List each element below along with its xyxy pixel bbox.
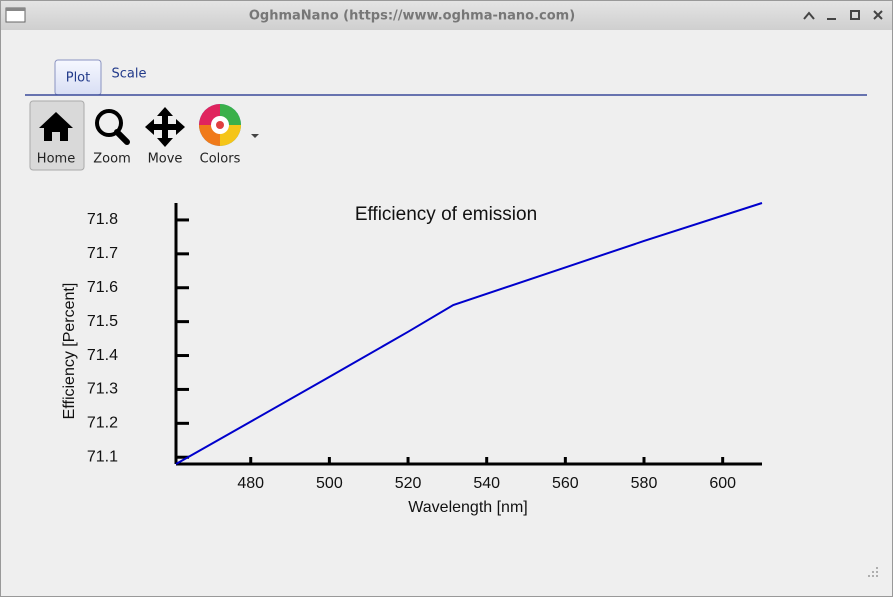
window-icon-bar [6, 8, 25, 11]
x-tick-label: 560 [552, 475, 579, 492]
toolbar-label[interactable]: Zoom [93, 152, 130, 167]
x-tick-label: 580 [631, 475, 658, 492]
home-icon [39, 112, 73, 141]
x-tick-label: 480 [237, 475, 264, 492]
btn-close[interactable] [873, 10, 883, 20]
y-tick-label: 71.7 [87, 245, 118, 262]
y-tick-label: 71.6 [87, 279, 118, 296]
btn-minimize[interactable] [827, 18, 836, 20]
zoom-icon-handle [114, 129, 130, 145]
tab-label[interactable]: Plot [66, 71, 91, 86]
zoom-icon [95, 109, 123, 137]
toolbar-label[interactable]: Home [37, 152, 75, 167]
y-tick-label: 71.5 [87, 313, 118, 330]
y-tick-label: 71.4 [87, 347, 118, 364]
window-title: OghmaNano (https://www.oghma-nano.com) [249, 9, 575, 24]
colors-icon [199, 104, 241, 146]
y-axis-label: Efficiency [Percent] [61, 283, 78, 420]
chart-title: Efficiency of emission [355, 204, 537, 225]
x-tick-label: 540 [473, 475, 500, 492]
x-tick-label: 600 [709, 475, 736, 492]
toolbar-label[interactable]: Move [148, 152, 183, 167]
x-tick-label: 500 [316, 475, 343, 492]
y-tick-label: 71.8 [87, 211, 118, 228]
colors-dropdown[interactable] [251, 134, 259, 138]
x-tick-label: 520 [395, 475, 422, 492]
y-tick-label: 71.3 [87, 381, 118, 398]
home-button[interactable] [29, 100, 85, 171]
y-tick-label: 71.2 [87, 415, 118, 432]
toolbar-label[interactable]: Colors [200, 152, 241, 167]
data-line [175, 202, 763, 465]
btn-shade[interactable] [803, 11, 815, 20]
btn-maximize[interactable] [850, 10, 860, 20]
title-bar [1, 1, 892, 30]
resize-grip [868, 567, 878, 577]
move-icon [145, 107, 185, 147]
y-tick-label: 71.1 [87, 448, 118, 465]
tab-label[interactable]: Scale [112, 67, 147, 82]
x-axis-label: Wavelength [nm] [408, 499, 527, 516]
